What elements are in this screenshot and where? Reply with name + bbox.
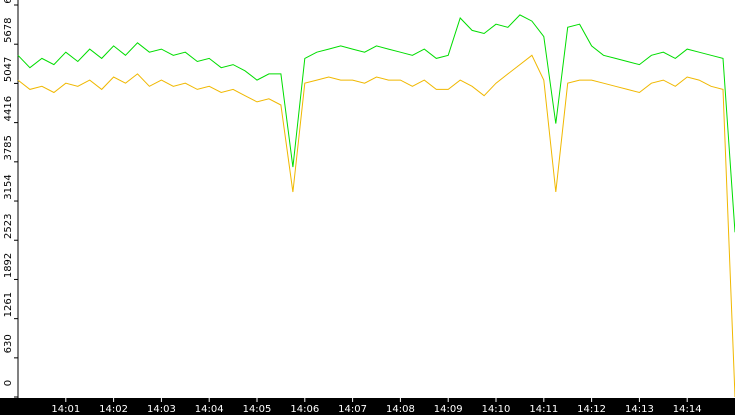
series-line [17, 14, 735, 233]
x-tick-label: 14:01 [51, 404, 80, 415]
y-tick-label: 3785 [3, 135, 14, 160]
y-tick-label: 3154 [3, 174, 14, 199]
x-tick-label: 14:12 [577, 404, 606, 415]
y-tick-label: 2523 [3, 214, 14, 239]
x-tick-label: 14:07 [338, 404, 367, 415]
y-tick-label: 630 [3, 334, 14, 353]
x-axis-band [0, 398, 735, 415]
y-tick-label: 6309 [3, 0, 14, 4]
x-tick-label: 14:02 [99, 404, 128, 415]
x-tick-label: 14:09 [434, 404, 463, 415]
x-tick-label: 14:06 [290, 404, 319, 415]
x-tick-label: 14:14 [673, 404, 702, 415]
x-tick-label: 14:10 [482, 404, 511, 415]
x-tick-label: 14:03 [147, 404, 176, 415]
y-tick-label: 1261 [3, 292, 14, 317]
x-tick-label: 14:13 [625, 404, 654, 415]
x-tick-label: 14:04 [195, 404, 224, 415]
x-tick-label: 14:08 [386, 404, 415, 415]
x-tick-label: 14:11 [529, 404, 558, 415]
y-tick-label: 4416 [3, 96, 14, 121]
y-tick-label: 5047 [3, 57, 14, 82]
series-line [17, 54, 735, 398]
y-tick-label: 5678 [3, 17, 14, 42]
y-tick-label: 0 [3, 380, 14, 386]
y-tick-label: 1892 [3, 253, 14, 278]
x-tick-label: 14:05 [243, 404, 272, 415]
